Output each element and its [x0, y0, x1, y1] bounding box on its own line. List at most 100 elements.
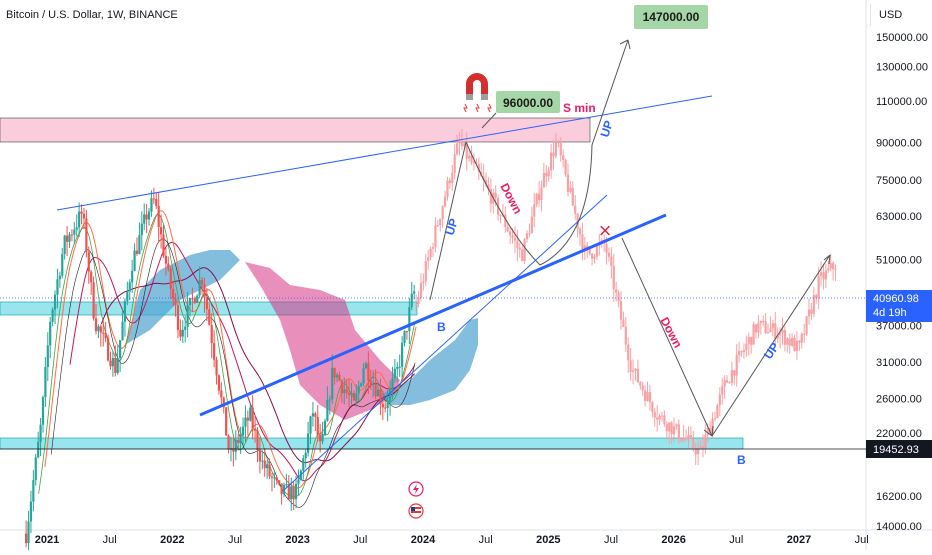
projection-candle-body	[487, 184, 490, 190]
up-label-1: UP	[443, 217, 461, 237]
time-tick-label: 2025	[536, 534, 560, 546]
projection-candle-body	[670, 422, 673, 435]
magnet-icon	[463, 73, 492, 113]
projection-candle-body	[533, 204, 536, 217]
candle-body	[323, 420, 327, 435]
candle-body	[328, 399, 331, 401]
price-tick-label: 14000.00	[876, 521, 922, 533]
candle-body	[143, 214, 146, 224]
arrowhead-147k	[619, 39, 631, 50]
projection-candle-body	[634, 368, 637, 371]
candle-body	[128, 282, 131, 292]
candle-body	[208, 309, 211, 325]
lightning-icon[interactable]	[408, 481, 424, 497]
main-trendline[interactable]	[199, 213, 667, 417]
projection-candle-body	[581, 234, 584, 251]
candle-body	[116, 358, 119, 373]
price-tick-label: 150000.00	[876, 32, 928, 44]
upper-trendline[interactable]	[56, 95, 713, 211]
candle-body	[335, 374, 339, 378]
projection-candle-body	[453, 154, 456, 173]
candle-body	[53, 294, 57, 310]
projection-candle-body	[757, 323, 760, 333]
projection-candle-body	[733, 370, 736, 376]
candle-body	[319, 435, 322, 442]
candle-body	[396, 366, 399, 369]
support-price-badge[interactable]	[866, 440, 932, 458]
candle-body	[251, 407, 254, 429]
support-zone[interactable]	[0, 437, 744, 450]
projection-candle-body	[648, 392, 652, 403]
candle-body	[316, 416, 319, 436]
candle-body	[355, 393, 358, 401]
target-147k-label-box[interactable]	[634, 5, 708, 29]
candle-body	[393, 368, 396, 379]
projection-candle-body	[793, 337, 796, 351]
candle-body	[114, 357, 117, 373]
countdown-value: 4d 19h	[873, 307, 907, 319]
time-scale-ticks: 2021 Jul 2022 Jul 2023 Jul 2024 Jul 2025 Jul 2026 J…	[35, 534, 869, 546]
projection-candle-body	[566, 174, 570, 192]
projection-candle-body	[590, 253, 594, 259]
projection-candle-body	[759, 321, 762, 324]
candle-body	[266, 464, 269, 469]
projection-candle-body	[516, 240, 519, 248]
symbol-title[interactable]: Bitcoin / U.S. Dollar, 1W, BINANCE	[6, 9, 178, 21]
projection-candle-body	[470, 155, 473, 163]
projection-candle-body	[504, 214, 507, 227]
projection-candle-body	[513, 237, 517, 241]
projection-candle-body	[812, 295, 815, 314]
flag-icon[interactable]	[408, 503, 424, 519]
candle-body	[338, 374, 341, 381]
projection-candle-body	[537, 193, 541, 201]
price-tick-label: 16200.00	[876, 491, 922, 503]
target-96k-label: 96000.00	[503, 96, 553, 110]
target-96k-label-box[interactable]	[496, 91, 560, 113]
candle-body	[398, 366, 401, 368]
projection-candle-body	[610, 256, 613, 267]
candle-body	[376, 389, 380, 397]
resistance-zone[interactable]	[0, 117, 591, 143]
projection-candle-body	[677, 424, 680, 440]
price-tick-label: 51000.00	[876, 255, 922, 267]
lower-trendline[interactable]	[283, 194, 608, 491]
candle-body	[184, 326, 187, 330]
candle-body	[331, 367, 334, 400]
candle-body	[164, 255, 168, 264]
projection-candle-body	[764, 321, 767, 333]
candle-body	[357, 386, 360, 394]
currency-button[interactable]: USD	[870, 4, 928, 26]
projection-candle-body	[458, 141, 461, 144]
projection-candle-body	[523, 239, 526, 261]
price-tick-label: 75000.00	[876, 175, 922, 187]
projection-candle-body	[557, 142, 560, 144]
candle-body	[304, 452, 307, 459]
candle-body	[150, 198, 153, 212]
price-tick-label: 110000.00	[876, 96, 927, 108]
candle-body	[362, 368, 365, 384]
projection-candle-body	[747, 337, 750, 344]
candle-body	[61, 254, 64, 276]
candles	[25, 187, 416, 552]
projection-candle-body	[583, 245, 586, 251]
candle-body	[215, 359, 218, 376]
projection-candle-body	[783, 329, 787, 345]
x-mark: ×	[599, 218, 612, 243]
candle-body	[391, 378, 394, 388]
projection-candle-body	[771, 323, 774, 329]
candle-body	[123, 301, 127, 322]
projection-candle-body	[725, 380, 729, 383]
projection-candle-body	[672, 426, 676, 435]
projection-candle-body	[624, 326, 627, 345]
candle-body	[82, 213, 86, 219]
projection-candle-body	[465, 143, 468, 159]
current-price-badge[interactable]	[866, 290, 932, 322]
candle-body	[174, 298, 177, 306]
projection-candle-body	[651, 402, 654, 412]
candle-body	[372, 383, 375, 386]
projection-candle-body	[499, 214, 502, 216]
candle-body	[227, 435, 230, 450]
candle-body	[169, 268, 172, 289]
